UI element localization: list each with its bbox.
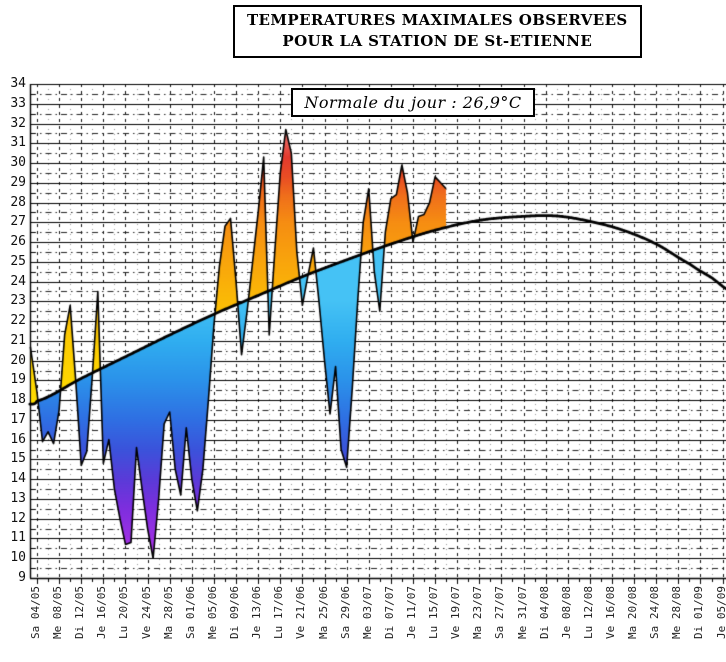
x-tick-label: Me 28/08 xyxy=(670,586,684,639)
x-tick-label: Ve 24/05 xyxy=(139,586,153,639)
y-tick-label: 14 xyxy=(10,471,26,487)
x-tick-label: Sa 24/08 xyxy=(648,586,662,639)
y-tick-label: 28 xyxy=(10,194,26,210)
x-tick-label: Me 31/07 xyxy=(515,586,529,639)
x-tick-label: Di 07/07 xyxy=(382,586,396,639)
y-tick-label: 13 xyxy=(10,490,26,506)
y-tick-label: 16 xyxy=(10,431,26,447)
y-tick-label: 11 xyxy=(10,530,26,546)
x-tick-label: Di 04/08 xyxy=(537,586,551,639)
y-tick-label: 20 xyxy=(10,352,26,368)
x-tick-label: Di 12/05 xyxy=(73,586,87,639)
x-tick-label: Ma 28/05 xyxy=(161,586,175,639)
x-tick-label: Me 05/06 xyxy=(205,586,219,639)
y-tick-label: 10 xyxy=(10,550,26,566)
x-tick-label: Je 05/09 xyxy=(714,586,726,639)
y-tick-label: 18 xyxy=(10,392,26,408)
x-tick-label: Lu 17/06 xyxy=(272,586,286,639)
x-tick-label: Lu 20/05 xyxy=(117,586,131,639)
x-tick-label: Je 13/06 xyxy=(250,586,264,639)
x-tick-label: Je 16/05 xyxy=(95,586,109,639)
x-tick-label: Sa 29/06 xyxy=(338,586,352,639)
chart-title-box: TEMPERATURES MAXIMALES OBSERVEES POUR LA… xyxy=(233,5,642,58)
y-tick-label: 30 xyxy=(10,155,26,171)
y-tick-label: 12 xyxy=(10,510,26,526)
x-tick-label: Ma 23/07 xyxy=(471,586,485,639)
normal-of-day-box: Normale du jour : 26,9°C xyxy=(291,88,535,117)
chart-title-line2: POUR LA STATION DE St-ETIENNE xyxy=(282,32,593,50)
y-tick-label: 17 xyxy=(10,411,26,427)
y-tick-label: 21 xyxy=(10,332,26,348)
y-tick-label: 9 xyxy=(18,570,26,585)
y-tick-label: 22 xyxy=(10,313,26,329)
x-tick-label: Lu 12/08 xyxy=(581,586,595,639)
chart-title-line1: TEMPERATURES MAXIMALES OBSERVEES xyxy=(247,11,628,29)
x-tick-label: Sa 01/06 xyxy=(183,586,197,639)
y-tick-label: 27 xyxy=(10,214,26,230)
y-tick-label: 19 xyxy=(10,372,26,388)
x-tick-label: Di 01/09 xyxy=(692,586,706,639)
x-tick-label: Di 09/06 xyxy=(228,586,242,639)
y-tick-label: 23 xyxy=(10,293,26,309)
x-tick-label: Sa 27/07 xyxy=(493,586,507,639)
x-tick-label: Ma 25/06 xyxy=(316,586,330,639)
y-tick-label: 31 xyxy=(10,135,26,151)
y-tick-label: 32 xyxy=(10,115,26,131)
x-tick-label: Ve 16/08 xyxy=(604,586,618,639)
x-tick-label: Sa 04/05 xyxy=(29,586,42,639)
y-tick-label: 25 xyxy=(10,253,26,269)
y-tick-label: 26 xyxy=(10,234,26,250)
x-tick-label: Ve 21/06 xyxy=(294,586,308,639)
y-tick-label: 34 xyxy=(10,76,26,91)
x-tick-label: Ve 19/07 xyxy=(449,586,463,639)
y-tick-label: 24 xyxy=(10,273,26,289)
x-tick-label: Je 08/08 xyxy=(559,586,573,639)
normal-of-day-text: Normale du jour : 26,9°C xyxy=(304,93,522,112)
x-tick-label: Me 08/05 xyxy=(51,586,65,639)
y-tick-label: 29 xyxy=(10,174,26,190)
x-tick-label: Me 03/07 xyxy=(360,586,374,639)
x-tick-label: Ma 20/08 xyxy=(626,586,640,639)
y-tick-label: 33 xyxy=(10,95,26,111)
x-tick-label: Lu 15/07 xyxy=(427,586,441,639)
x-tick-label: Je 11/07 xyxy=(404,586,418,639)
y-tick-label: 15 xyxy=(10,451,26,467)
